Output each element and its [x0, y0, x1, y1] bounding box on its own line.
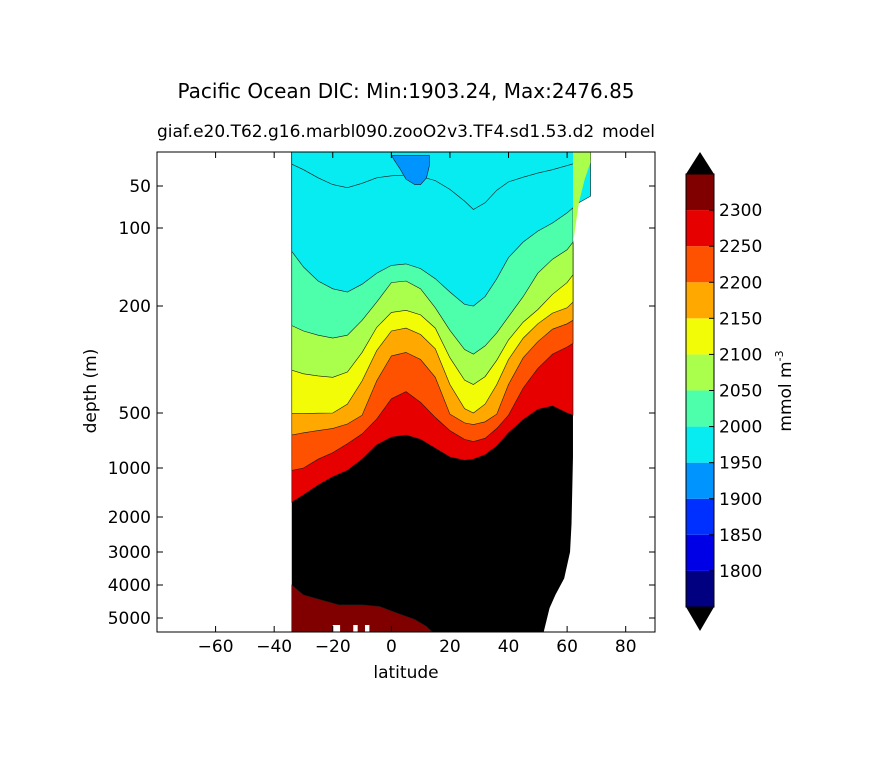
- x-tick-label: −20: [315, 637, 351, 657]
- colorbar-extend-min: [686, 607, 714, 631]
- contour-band-shelf: [572, 152, 591, 244]
- x-tick-label: 60: [556, 637, 578, 657]
- colorbar-tick-label: 1900: [719, 490, 762, 510]
- x-tick-label: 80: [615, 637, 637, 657]
- missing-data-gap: [332, 625, 341, 632]
- contour-band-1950: [291, 152, 591, 210]
- x-tick-label: 20: [439, 637, 461, 657]
- colorbar-band: [686, 174, 714, 211]
- plot-frame: [156, 151, 656, 633]
- colorbar: 1800 1850 1900 1950 2000 2050 2100 2150 2200 2250…: [685, 152, 762, 631]
- contour-band-2000: [291, 152, 591, 307]
- colorbar-tick-label: 2050: [719, 382, 762, 402]
- chart-title: Pacific Ocean DIC: Min:1903.24, Max:2476…: [177, 79, 634, 103]
- x-tick-label: −60: [198, 637, 234, 657]
- x-tick-label: 40: [498, 637, 520, 657]
- colorbar-band: [686, 570, 714, 607]
- chart-subtitle-left: giaf.e20.T62.g16.marbl090.zooO2v3.TF4.sd…: [157, 122, 594, 142]
- colorbar-label-superscript: -3: [773, 350, 786, 361]
- colorbar-band: [686, 390, 714, 427]
- contour-band-bottom: [291, 584, 433, 632]
- colorbar-label-text: mmol m: [776, 361, 796, 431]
- colorbar-tick-label: 2300: [719, 201, 762, 221]
- missing-data-gap: [364, 625, 370, 632]
- x-tick-label: −40: [256, 637, 292, 657]
- y-tick-label: 3000: [108, 543, 151, 563]
- colorbar-tick-label: 1850: [719, 526, 762, 546]
- colorbar-band: [686, 282, 714, 319]
- colorbar-tick-label: 2200: [719, 273, 762, 293]
- contour-band-1900: [390, 155, 430, 185]
- y-tick-label: 100: [119, 219, 151, 239]
- colorbar-band: [686, 246, 714, 283]
- colorbar-band: [686, 462, 714, 499]
- colorbar-band: [686, 426, 714, 463]
- y-tick-label: 200: [119, 297, 151, 317]
- colorbar-label: mmol m-3: [773, 350, 796, 431]
- y-tick-label: 5000: [108, 609, 151, 629]
- colorbar-tick-label: 1800: [719, 562, 762, 582]
- y-tick-label: 50: [129, 177, 151, 197]
- x-axis-label: latitude: [373, 663, 438, 683]
- missing-data-gap: [353, 625, 358, 632]
- colorbar-extend-max: [686, 152, 714, 174]
- x-tick-label: 0: [386, 637, 397, 657]
- plot-area: −60 −40 −20 0 20 40 60 80 50 100 200 500 1000 2000 300…: [108, 151, 656, 657]
- colorbar-band: [686, 534, 714, 571]
- colorbar-tick-label: 2100: [719, 345, 762, 365]
- colorbar-tick-label: 2250: [719, 237, 762, 257]
- colorbar-tick-label: 2000: [719, 418, 762, 438]
- colorbar-band: [686, 498, 714, 535]
- y-tick-label: 1000: [108, 459, 151, 479]
- contour-fields: [291, 152, 591, 632]
- colorbar-band: [686, 354, 714, 391]
- colorbar-band: [686, 318, 714, 355]
- y-tick-label: 2000: [108, 508, 151, 528]
- colorbar-tick-label: 2150: [719, 309, 762, 329]
- y-tick-label: 4000: [108, 576, 151, 596]
- colorbar-band: [686, 210, 714, 247]
- chart-subtitle-right: model: [602, 122, 655, 142]
- y-tick-label: 500: [119, 404, 151, 424]
- y-axis-label: depth (m): [81, 349, 101, 434]
- colorbar-tick-label: 1950: [719, 454, 762, 474]
